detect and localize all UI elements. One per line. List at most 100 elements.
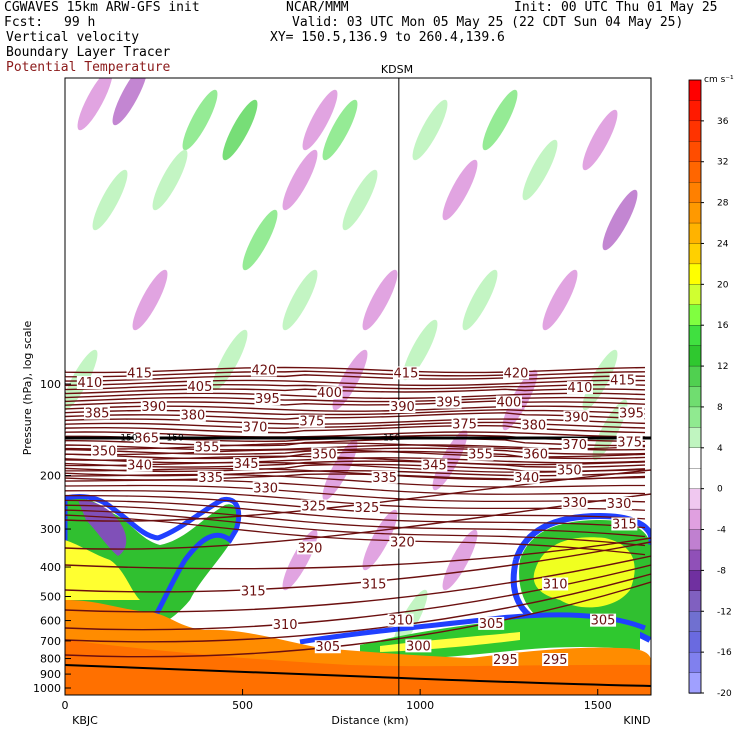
theta-label: 390 [564,411,589,426]
colorbar-unit: cm s⁻¹ [704,75,734,85]
theta-label-bg [542,652,569,666]
velocity-streak [182,89,218,151]
colorbar-bin [688,406,702,429]
velocity-streak [602,189,638,251]
theta-label: 380 [521,419,546,434]
colorbar-bin [688,508,702,531]
theta-contour-mid [65,494,646,520]
colorbar-bin [688,468,702,490]
y-tick-label: 400 [40,561,61,574]
colorbar-tick-label: 16 [717,321,729,331]
theta-contour-mid [65,504,646,538]
theta-label: 320 [390,536,415,551]
theta-contour-lower [65,537,651,570]
model-title: CGWAVES 15km ARW-GFS init [4,0,200,15]
theta-contour-mid [65,473,646,488]
theta-label-bg [272,617,299,631]
theta-label: 375 [299,415,324,430]
colorbar-tick-label: 4 [717,444,723,454]
x-tick-label: 1500 [584,699,612,712]
colorbar-tick-label: -12 [717,607,732,617]
theta-label: 340 [514,471,539,486]
theta-contour-lower [65,469,651,522]
colorbar-bin [688,120,702,142]
theta-label-bg [314,640,341,654]
theta-label-bg [194,440,221,454]
theta-label-bg [566,381,593,395]
colorbar-bin [688,611,702,633]
theta-label-bg [76,376,103,389]
theta-label-bg [126,366,153,380]
colorbar-bin [688,284,702,306]
theta-label: 310 [388,614,413,629]
theta-label-bg [311,447,338,461]
velocity-streak [362,269,398,331]
colorbar-tick-label: 28 [717,199,729,209]
theta-label: 400 [317,386,342,401]
theta-label-bg [300,499,327,513]
theta-label: 310 [273,618,298,633]
theta-label-bg [371,470,398,484]
colorbar-bin [688,263,702,285]
colorbar-bin [688,386,702,408]
station-left-label: KBJC [72,714,98,727]
theta-label: 375 [617,436,642,451]
theta-label: 420 [251,364,276,379]
colorbar-bin [688,345,702,367]
theta-label-bg [606,496,633,510]
theta-label: 320 [298,541,323,556]
colorbar-bin [688,161,702,183]
theta-label-bg [186,379,213,393]
theta-label: 390 [141,400,166,415]
velocity-streak [282,149,318,211]
colorbar-bin [688,549,702,572]
theta-label: 355 [195,441,220,456]
y-tick-label: 100 [40,378,61,391]
y-tick-label: 200 [40,470,61,483]
org-label: NCAR/MMM [286,0,349,15]
wave-streaks-upper [65,78,638,651]
colorbar-bin [688,79,702,102]
velocity-streak [402,319,438,381]
y-tick-label: 700 [40,635,61,648]
theta-label-bg [353,501,380,515]
colorbar-bin [688,325,702,347]
colorbar-tick-label: 36 [717,117,729,127]
downdraft-left-top [78,500,127,556]
theta-label-bg [252,481,279,495]
field-boundary-layer-tracer: Boundary Layer Tracer [6,45,171,60]
theta-label: 415 [127,366,152,381]
theta-label: 385 [85,407,110,422]
velocity-streak [542,269,578,331]
velocity-streak [92,169,128,231]
theta-label-bg [451,417,478,431]
theta-label: 300 [406,639,431,654]
theta-label-bg [522,447,549,461]
terrain-surface [65,664,651,687]
tropopause-label: 150 [167,434,184,444]
x-axis-label: Distance (km) [331,714,408,727]
field-vertical-velocity: Vertical velocity [6,30,140,45]
theta-label: 345 [234,457,259,472]
theta-contour-mid [65,509,646,547]
colorbar-tick-label: -20 [717,689,732,699]
colorbar-bin [688,222,702,245]
theta-label-bg [392,366,419,380]
theta-label: 415 [610,373,635,388]
theta-label-bg [495,395,522,409]
theta-label-bg [233,457,260,471]
theta-label: 350 [312,448,337,463]
theta-label: 315 [612,517,637,532]
velocity-streak [522,139,558,201]
theta-label-bg [492,652,519,666]
colorbar-bin [688,488,702,510]
forecast-hour: 99 h [64,15,96,30]
theta-label-bg [561,438,588,452]
velocity-streak [77,78,113,131]
theta-label-bg [556,463,583,477]
theta-contour-upper [65,379,646,387]
theta-label: 350 [557,463,582,478]
theta-label: 420 [504,366,529,381]
theta-contour-lower [65,541,651,593]
colorbar-bin [688,141,702,163]
